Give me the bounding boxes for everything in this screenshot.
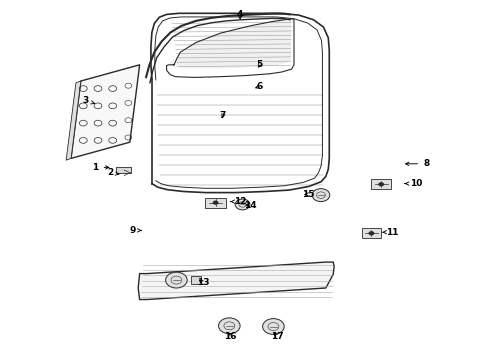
Circle shape bbox=[378, 182, 384, 186]
Circle shape bbox=[219, 318, 240, 334]
Text: 6: 6 bbox=[256, 82, 263, 91]
Text: 13: 13 bbox=[197, 278, 210, 287]
Text: 12: 12 bbox=[231, 197, 246, 206]
Text: 14: 14 bbox=[244, 201, 256, 210]
Circle shape bbox=[263, 319, 284, 334]
Circle shape bbox=[213, 201, 219, 205]
Polygon shape bbox=[170, 20, 291, 68]
Text: 7: 7 bbox=[220, 111, 226, 120]
Text: 5: 5 bbox=[257, 60, 263, 69]
FancyBboxPatch shape bbox=[371, 180, 391, 189]
Circle shape bbox=[368, 231, 374, 235]
Polygon shape bbox=[71, 65, 140, 158]
Text: 8: 8 bbox=[406, 159, 429, 168]
Text: 17: 17 bbox=[270, 332, 283, 341]
Text: 4: 4 bbox=[237, 10, 244, 19]
Text: 3: 3 bbox=[83, 96, 95, 105]
Circle shape bbox=[235, 199, 250, 210]
Polygon shape bbox=[138, 262, 334, 300]
Polygon shape bbox=[66, 81, 81, 160]
Circle shape bbox=[166, 272, 187, 288]
Text: 16: 16 bbox=[224, 332, 237, 341]
FancyBboxPatch shape bbox=[116, 167, 131, 173]
Text: 15: 15 bbox=[302, 190, 315, 199]
Text: 9: 9 bbox=[129, 226, 141, 235]
FancyBboxPatch shape bbox=[191, 276, 201, 284]
Text: 11: 11 bbox=[383, 228, 398, 237]
Text: 10: 10 bbox=[405, 179, 423, 188]
FancyBboxPatch shape bbox=[205, 198, 226, 208]
Circle shape bbox=[312, 189, 330, 202]
Text: 2: 2 bbox=[107, 168, 119, 177]
Text: 1: 1 bbox=[93, 163, 109, 172]
FancyBboxPatch shape bbox=[362, 229, 381, 238]
